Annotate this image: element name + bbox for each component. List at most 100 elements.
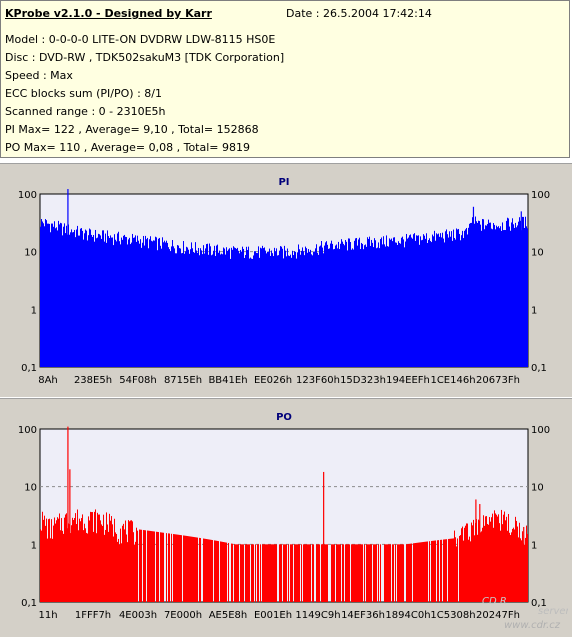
po-bar [454,530,455,602]
po-bar [474,535,475,602]
po-bar [355,544,356,602]
po-bar [135,541,136,602]
po-bar [492,513,493,602]
po-bar [524,544,525,602]
po-bar [194,537,195,602]
pi-bar [265,250,266,367]
po-bar [102,525,103,602]
po-bar [235,544,236,602]
po-bar [59,513,60,602]
pi-bar [86,230,87,367]
pi-bar [226,247,227,367]
po-bar [488,524,489,602]
po-bar [348,544,349,602]
pi-bar [105,233,106,367]
pi-bar [250,257,251,367]
pi-bar [234,247,235,367]
pi-bar [439,236,440,367]
po-bar [186,535,187,602]
pi-bar [275,251,276,367]
watermark-sub-text: server [538,606,568,617]
pi-bar [509,226,510,367]
pi-bar [123,235,124,367]
po-bar [249,544,250,602]
po-bar [215,540,216,602]
pi-bar [446,229,447,367]
po-bar [495,513,496,602]
pi-bar [239,253,240,367]
pi-bar [85,229,86,367]
po-peak-bar [323,471,325,602]
po-bar [79,518,80,602]
po-bar [522,531,523,602]
pi-bar [223,247,224,367]
po-bar [104,534,105,602]
po-bar [128,520,129,602]
pi-bar [409,235,410,367]
po-bar [200,538,201,602]
po-bar [322,544,323,602]
po-bar [252,544,253,602]
po-bar [216,540,217,602]
pi-bar [426,233,427,367]
pi-bar [180,248,181,367]
po-bar [177,534,178,602]
po-bar [103,514,104,602]
po-bar [157,531,158,602]
po-bar [301,544,302,602]
po-bar [409,543,410,602]
po-bar [503,514,504,602]
po-bar [402,544,403,602]
po-bar [358,544,359,602]
pi-bar [116,241,117,367]
pi-bar [47,223,48,367]
pi-bar [144,245,145,367]
pi-bar [312,255,313,367]
pi-bar [361,242,362,367]
po-bar [397,544,398,602]
po-bar [185,535,186,602]
po-bar [212,540,213,602]
po-bar [141,529,142,602]
po-bar [60,530,61,602]
pi-bar [89,228,90,367]
pi-bar [175,253,176,367]
pi-bar [160,245,161,367]
pi-bar [220,254,221,367]
pi-bar [326,241,327,367]
pi-bar [64,223,65,367]
po-bar [283,544,284,602]
po-bar [116,533,117,602]
pi-bar [134,237,135,367]
pi-bar [317,252,318,367]
pi-bar [132,233,133,367]
pi-bar [148,248,149,367]
pi-bar [384,244,385,367]
po-xtick-label: 1149C9h [295,610,340,621]
po-bar [422,542,423,602]
app-title: KProbe v2.1.0 - Designed by Karr [5,7,212,20]
pi-bar [524,227,525,367]
po-bar [62,530,63,602]
po-xtick-label: 11h [38,610,57,621]
pi-bar [322,247,323,367]
po-peak-bar [475,499,477,602]
po-bar [274,544,275,602]
pi-bar [487,224,488,367]
pi-bar [308,249,309,367]
pi-bar [194,252,195,367]
pi-bar [460,240,461,367]
po-bar [190,536,191,602]
pi-bar [241,251,242,367]
po-bar [86,532,87,602]
po-bar [92,512,93,602]
po-bar [490,521,491,602]
pi-bar [352,248,353,367]
pi-bars [40,216,528,367]
pi-bar [394,237,395,367]
pi-bar [382,244,383,367]
po-bar [89,520,90,602]
pi-bar [298,244,299,367]
pi-bar [213,250,214,367]
pi-bar [511,222,512,367]
